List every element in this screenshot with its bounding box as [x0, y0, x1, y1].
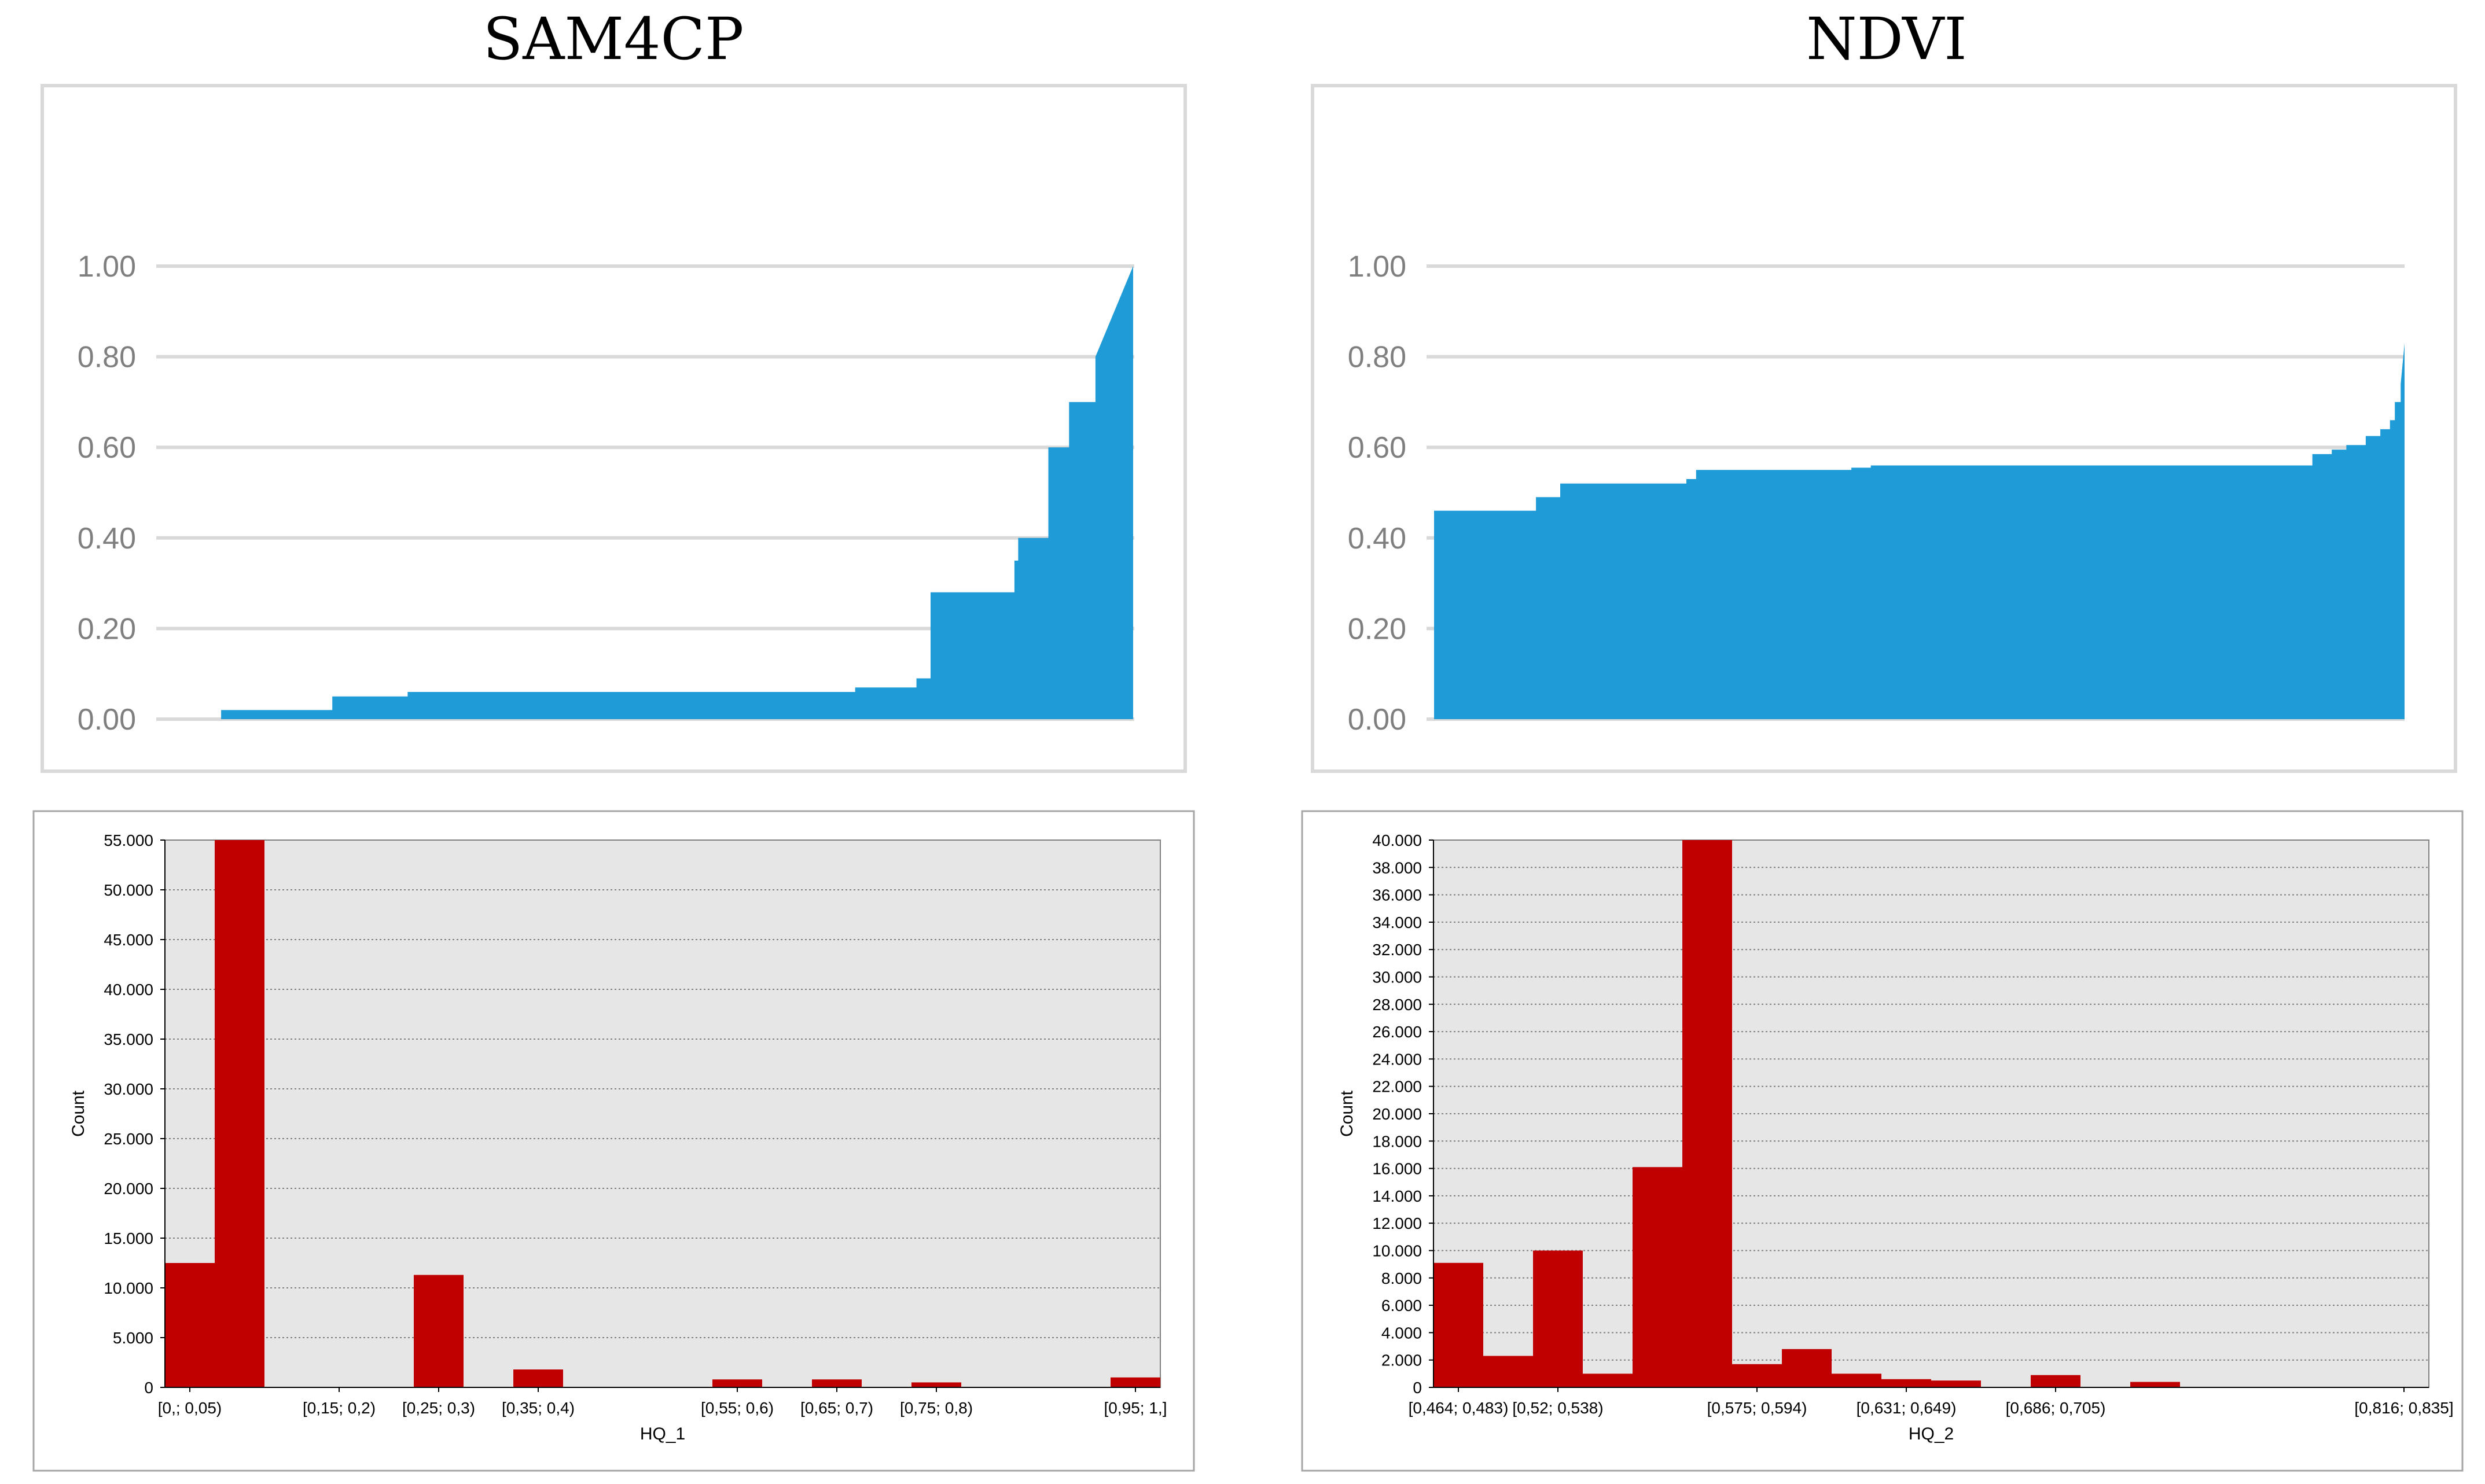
- y-tick-label: 0.60: [78, 431, 136, 465]
- y-tick-label: 25.000: [104, 1130, 153, 1148]
- y-tick-label: 38.000: [1372, 859, 1422, 877]
- y-tick-label: 0.20: [78, 612, 136, 646]
- histogram-bar: [1583, 1373, 1633, 1387]
- x-tick-label: [0,686; 0,705): [2006, 1399, 2106, 1417]
- histogram-bar: [712, 1379, 762, 1387]
- x-tick-label: [0,75; 0,8): [900, 1399, 973, 1417]
- y-tick-label: 0: [144, 1379, 153, 1397]
- hq1-histogram: 0 5.000 10.000 15.000 20.000 25.000 30.000 35.0…: [69, 831, 1167, 1444]
- x-axis-title: HQ_1: [640, 1424, 685, 1444]
- y-tick-label: 35.000: [104, 1030, 153, 1048]
- title-sam4cp: SAM4CP: [483, 5, 744, 73]
- y-tick-label: 34.000: [1372, 914, 1422, 931]
- histogram-bar: [1682, 840, 1732, 1387]
- histogram-bar: [1433, 1262, 1483, 1387]
- y-tick-label: 45.000: [104, 931, 153, 949]
- histogram-bar: [1782, 1349, 1832, 1387]
- y-tick-label: 15.000: [104, 1229, 153, 1247]
- x-tick-label: [0,95; 1,]: [1104, 1399, 1167, 1417]
- x-tick-label: [0,631; 0,649): [1857, 1399, 1957, 1417]
- y-tick-label: 12.000: [1372, 1214, 1422, 1232]
- sam4cp-area-chart: 0.00 0.20 0.40 0.60 0.80 1.00: [78, 250, 1134, 737]
- histogram-bar: [911, 1382, 961, 1387]
- x-tick-label: [0,25; 0,3): [402, 1399, 475, 1417]
- x-tick-label: [0,575; 0,594): [1707, 1399, 1807, 1417]
- histogram-bar: [2031, 1375, 2080, 1387]
- x-tick-label: [0,55; 0,6): [701, 1399, 774, 1417]
- x-tick-label: [0,65; 0,7): [800, 1399, 873, 1417]
- y-tick-label: 0.80: [1348, 341, 1406, 374]
- y-tick-label: 0.80: [78, 341, 136, 374]
- histogram-bar: [1931, 1380, 1981, 1387]
- y-axis-title: Count: [1337, 1090, 1357, 1137]
- histogram-bar: [215, 840, 264, 1387]
- y-tick-label: 18.000: [1372, 1132, 1422, 1150]
- histogram-bar: [1832, 1373, 1881, 1387]
- histogram-bar: [1483, 1356, 1533, 1387]
- y-tick-label: 5.000: [113, 1329, 153, 1347]
- y-tick-label: 2.000: [1381, 1352, 1422, 1369]
- y-tick-label: 50.000: [104, 881, 153, 899]
- y-tick-label: 30.000: [1372, 969, 1422, 986]
- y-tick-label: 20.000: [104, 1180, 153, 1198]
- hq2-histogram: 0 2.000 4.000 6.000 8.000 10.000 12.000 14.000 1…: [1337, 831, 2454, 1444]
- plot-area: [164, 839, 1161, 1388]
- area-series: [191, 266, 1133, 719]
- y-tick-label: 30.000: [104, 1080, 153, 1098]
- y-tick-label: 6.000: [1381, 1297, 1422, 1314]
- y-tick-label: 8.000: [1381, 1269, 1422, 1287]
- area-series: [1434, 343, 2405, 719]
- y-tick-label: 26.000: [1372, 1023, 1422, 1041]
- y-tick-label: 16.000: [1372, 1160, 1422, 1178]
- y-tick-label: 1.00: [78, 250, 136, 283]
- histogram-bar: [1881, 1379, 1931, 1387]
- y-tick-label: 55.000: [104, 831, 153, 849]
- y-tick-label: 0.20: [1348, 612, 1406, 646]
- histogram-bar: [414, 1275, 464, 1387]
- histogram-bar: [1111, 1377, 1160, 1387]
- y-tick-label: 4.000: [1381, 1324, 1422, 1342]
- ndvi-area-chart: 0.00 0.20 0.40 0.60 0.80 1.00: [1348, 250, 2405, 737]
- y-tick-label: 36.000: [1372, 886, 1422, 904]
- x-tick-label: [0,; 0,05): [158, 1399, 222, 1417]
- x-tick-label: [0,35; 0,4): [502, 1399, 575, 1417]
- y-tick-label: 1.00: [1348, 250, 1406, 283]
- x-tick-label: [0,52; 0,538): [1512, 1399, 1603, 1417]
- histogram-bar: [2130, 1382, 2180, 1387]
- x-tick-label: [0,15; 0,2): [303, 1399, 376, 1417]
- histogram-bar: [812, 1379, 862, 1387]
- title-ndvi: NDVI: [1806, 5, 1967, 73]
- histogram-bar: [513, 1369, 563, 1387]
- y-tick-label: 0.00: [1348, 703, 1406, 737]
- y-tick-label: 20.000: [1372, 1105, 1422, 1123]
- y-tick-label: 14.000: [1372, 1187, 1422, 1205]
- x-axis-title: HQ_2: [1909, 1424, 1954, 1444]
- plot-area: [1433, 839, 2429, 1388]
- histogram-bar: [1633, 1167, 1682, 1387]
- x-tick-label: [0,464; 0,483): [1409, 1399, 1509, 1417]
- y-tick-label: 0: [1413, 1379, 1422, 1397]
- x-tick-label: [0,816; 0,835]: [2354, 1399, 2453, 1417]
- y-tick-label: 32.000: [1372, 941, 1422, 959]
- y-tick-label: 28.000: [1372, 996, 1422, 1014]
- y-tick-label: 10.000: [1372, 1242, 1422, 1260]
- y-axis-title: Count: [69, 1090, 88, 1137]
- y-tick-label: 10.000: [104, 1279, 153, 1297]
- histogram-bar: [165, 1263, 215, 1387]
- y-tick-label: 0.60: [1348, 431, 1406, 465]
- y-tick-label: 0.40: [1348, 522, 1406, 555]
- histogram-bar: [1732, 1364, 1782, 1387]
- histogram-bar: [1533, 1250, 1583, 1387]
- y-tick-label: 0.40: [78, 522, 136, 555]
- y-tick-label: 24.000: [1372, 1050, 1422, 1068]
- y-tick-label: 22.000: [1372, 1078, 1422, 1096]
- y-tick-label: 40.000: [104, 981, 153, 999]
- y-tick-label: 40.000: [1372, 831, 1422, 849]
- y-tick-label: 0.00: [78, 703, 136, 737]
